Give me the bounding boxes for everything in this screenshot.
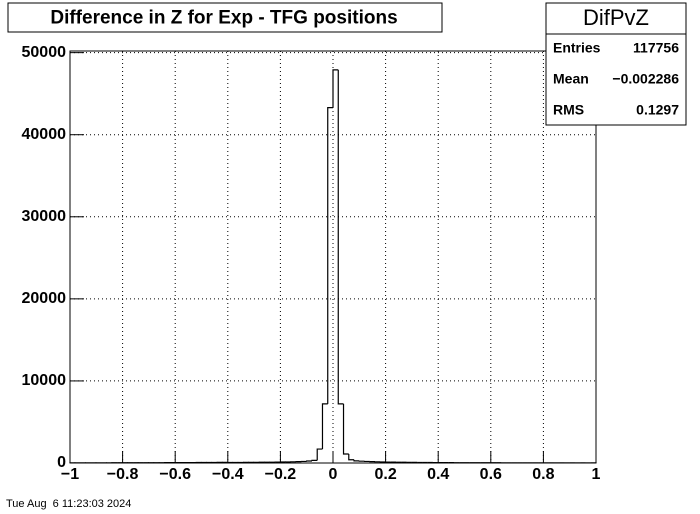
stats-label: RMS [553,102,584,118]
x-tick-label: −0.8 [107,466,139,483]
x-tick-label: 0.6 [480,466,502,483]
histogram-bin [348,453,355,461]
histogram-bin [327,107,333,404]
stats-value: −0.002286 [612,71,679,87]
histogram-bin [342,403,349,455]
stats-label: Mean [553,71,589,87]
stats-label: Entries [553,40,601,56]
x-tick-label: −1 [61,466,79,483]
timestamp: Tue Aug 6 11:23:03 2024 [6,498,131,510]
x-tick-label: 0.8 [532,466,554,483]
x-tick-label: 0.4 [427,466,449,483]
y-tick-label: 30000 [22,208,67,225]
x-tick-label: −0.2 [265,466,297,483]
x-tick-label: 1 [592,466,601,483]
histogram-bin [316,448,323,461]
x-tick-label: 0.2 [374,466,396,483]
y-tick-label: 20000 [22,290,67,307]
title-box [7,2,443,33]
y-tick-label: 10000 [22,372,67,389]
histogram-bin [332,69,339,108]
stats-value: 117756 [633,40,679,56]
y-tick-label: 0 [57,454,66,471]
histogram-bin [311,459,318,462]
y-tick-label: 40000 [22,126,67,143]
stats-title: DifPvZ [583,5,649,30]
x-tick-label: −0.4 [212,466,244,483]
histogram-bin [337,69,344,405]
histogram-bin [321,403,328,450]
chart-title: Difference in Z for Exp - TFG positions [50,8,397,29]
stats-value: 0.1297 [636,102,679,118]
x-tick-label: −0.6 [159,466,191,483]
histogram-bin [353,459,360,462]
y-tick-label: 50000 [22,44,67,61]
stats-box [545,2,687,126]
x-tick-label: 0 [329,466,338,483]
plot-frame [69,50,597,464]
